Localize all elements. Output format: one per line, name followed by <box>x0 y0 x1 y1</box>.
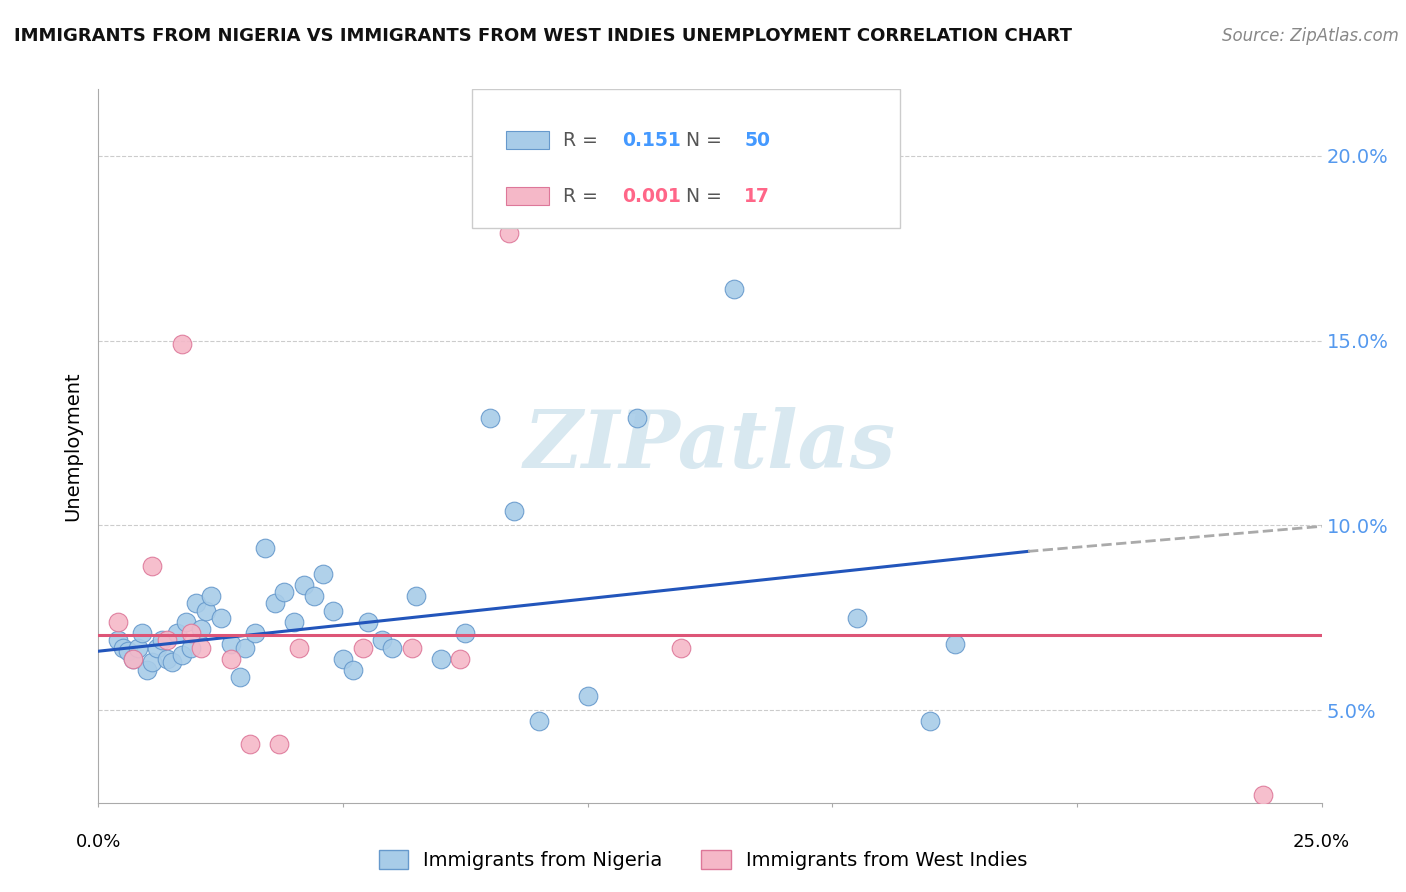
Point <box>352 640 374 655</box>
Text: 17: 17 <box>744 186 770 206</box>
Point <box>292 577 315 591</box>
Point <box>312 566 335 581</box>
Point <box>450 651 472 665</box>
Point <box>263 596 285 610</box>
Point <box>219 651 242 665</box>
Point <box>176 615 198 629</box>
Point <box>943 637 966 651</box>
Point <box>920 714 942 729</box>
Point <box>302 589 325 603</box>
Text: 0.001: 0.001 <box>621 186 681 206</box>
Point <box>371 633 394 648</box>
Point <box>342 663 364 677</box>
Point <box>111 640 134 655</box>
Point <box>253 541 276 555</box>
Point <box>723 282 745 296</box>
Text: R =: R = <box>564 130 605 150</box>
Point <box>527 714 550 729</box>
Point <box>107 615 129 629</box>
Point <box>170 648 193 662</box>
Point <box>669 640 692 655</box>
Point <box>283 615 305 629</box>
Point <box>141 559 163 574</box>
Text: IMMIGRANTS FROM NIGERIA VS IMMIGRANTS FROM WEST INDIES UNEMPLOYMENT CORRELATION : IMMIGRANTS FROM NIGERIA VS IMMIGRANTS FR… <box>14 27 1071 45</box>
Text: 0.0%: 0.0% <box>76 833 121 851</box>
Point <box>170 337 193 351</box>
Point <box>478 411 501 425</box>
Y-axis label: Unemployment: Unemployment <box>63 371 83 521</box>
Point <box>195 603 218 617</box>
Legend: Immigrants from Nigeria, Immigrants from West Indies: Immigrants from Nigeria, Immigrants from… <box>371 842 1035 878</box>
Text: Source: ZipAtlas.com: Source: ZipAtlas.com <box>1222 27 1399 45</box>
Point <box>107 633 129 648</box>
Point <box>430 651 453 665</box>
Point <box>127 640 149 655</box>
Point <box>322 603 344 617</box>
Point <box>209 611 232 625</box>
Point <box>356 615 378 629</box>
Point <box>117 644 139 658</box>
Text: N =: N = <box>686 186 727 206</box>
Point <box>180 640 202 655</box>
Point <box>141 655 163 669</box>
Point <box>166 625 188 640</box>
Point <box>454 625 477 640</box>
Point <box>332 651 354 665</box>
Point <box>131 625 153 640</box>
Point <box>401 640 423 655</box>
Point <box>200 589 222 603</box>
Point <box>186 596 208 610</box>
Point <box>156 651 179 665</box>
Point <box>498 227 520 241</box>
Point <box>288 640 311 655</box>
Point <box>136 663 159 677</box>
Point <box>576 689 599 703</box>
Point <box>273 585 295 599</box>
Text: ZIPatlas: ZIPatlas <box>524 408 896 484</box>
Point <box>405 589 427 603</box>
Point <box>156 633 179 648</box>
Point <box>503 504 526 518</box>
Point <box>1251 789 1274 803</box>
Point <box>121 651 143 665</box>
Point <box>229 670 252 684</box>
Point <box>239 737 262 751</box>
Point <box>269 737 291 751</box>
Point <box>219 637 242 651</box>
Point <box>146 640 169 655</box>
Point <box>190 640 212 655</box>
Bar <box>506 131 548 149</box>
Point <box>233 640 256 655</box>
Text: 0.151: 0.151 <box>621 130 681 150</box>
Point <box>180 625 202 640</box>
Point <box>243 625 266 640</box>
Point <box>845 611 868 625</box>
Point <box>381 640 404 655</box>
Point <box>121 651 143 665</box>
Point <box>160 655 183 669</box>
Bar <box>506 187 548 205</box>
Point <box>150 633 173 648</box>
Text: 50: 50 <box>744 130 770 150</box>
Text: 25.0%: 25.0% <box>1294 833 1350 851</box>
Point <box>190 622 212 636</box>
Text: R =: R = <box>564 186 605 206</box>
Text: N =: N = <box>686 130 727 150</box>
Point <box>626 411 648 425</box>
FancyBboxPatch shape <box>471 89 900 228</box>
